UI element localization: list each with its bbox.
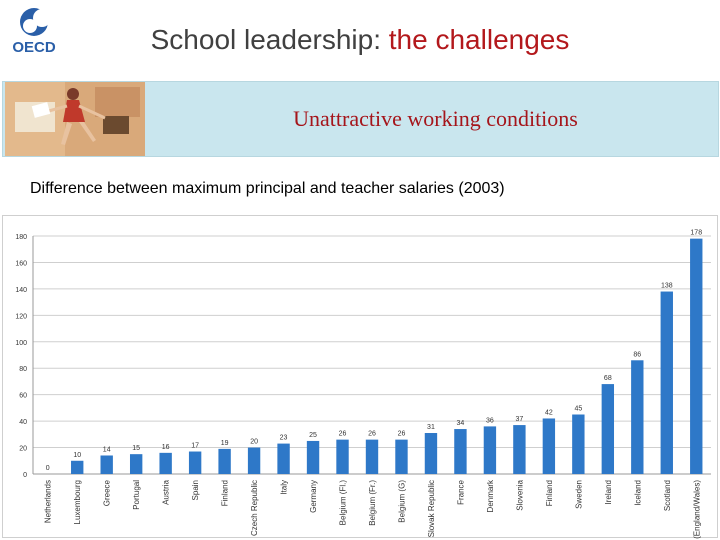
data-label: 15 — [132, 445, 140, 452]
y-tick-label: 80 — [19, 366, 27, 373]
x-tick-label: Sweden — [574, 480, 583, 509]
y-tick-label: 20 — [19, 446, 27, 453]
data-label: 26 — [398, 431, 406, 438]
bar — [218, 448, 231, 474]
page-title: School leadership: the challenges — [0, 24, 720, 56]
data-label: 17 — [191, 443, 199, 450]
y-tick-label: 160 — [15, 260, 27, 267]
bar — [395, 439, 408, 474]
section-banner: Unattractive working conditions — [2, 81, 719, 157]
data-label: 178 — [690, 230, 702, 237]
data-label: 14 — [103, 446, 111, 453]
y-tick-label: 0 — [23, 472, 27, 479]
x-tick-label: Germany — [309, 480, 318, 513]
logo-text: OECD — [12, 39, 56, 56]
bar — [601, 384, 615, 474]
x-tick-label: Netherlands — [44, 480, 53, 523]
data-label: 34 — [457, 420, 465, 427]
walking-woman-illustration — [5, 82, 145, 156]
x-tick-label: Belgium (G) — [397, 480, 406, 523]
data-label: 25 — [309, 432, 317, 439]
x-tick-label: Italy — [280, 480, 289, 495]
title-part-gray: School leadership: — [150, 24, 389, 55]
y-tick-label: 100 — [15, 340, 27, 347]
bar — [424, 433, 438, 474]
x-tick-label: Finland — [221, 480, 230, 506]
chart-svg: 0 20 40 60 80 100 120 140 160 180 0 Netherlands 10 Lu… — [15, 230, 711, 539]
data-label: 37 — [515, 416, 523, 423]
x-tick-label: Spain — [191, 480, 200, 500]
x-tick-label: Czech Republic — [250, 480, 259, 536]
data-label: 26 — [368, 431, 376, 438]
oecd-logo: OECD — [4, 6, 64, 56]
data-label: 42 — [545, 409, 553, 416]
y-tick-label: 180 — [15, 234, 27, 241]
bar — [277, 443, 290, 474]
x-tick-label: Greece — [103, 479, 112, 506]
bar — [690, 238, 703, 474]
x-tick-label: UK (England/Wales) — [692, 480, 701, 539]
bar — [660, 291, 673, 474]
data-label: 86 — [633, 351, 641, 358]
bar — [631, 360, 644, 474]
y-tick-label: 140 — [15, 287, 27, 294]
x-tick-label: Portugal — [132, 480, 141, 510]
data-label: 20 — [250, 439, 258, 446]
x-tick-label: Slovak Republic — [427, 480, 436, 537]
data-label: 31 — [427, 424, 435, 431]
data-label: 36 — [486, 417, 494, 424]
bar — [188, 451, 202, 474]
data-label: 26 — [339, 431, 347, 438]
x-tick-label: Luxembourg — [73, 480, 82, 524]
bar — [454, 429, 467, 474]
bar — [572, 414, 585, 474]
y-tick-label: 60 — [19, 393, 27, 400]
banner-heading: Unattractive working conditions — [293, 106, 578, 131]
bar — [247, 447, 261, 474]
x-tick-label: Scotland — [663, 480, 672, 511]
x-tick-label: France — [456, 479, 465, 504]
bar — [306, 440, 320, 474]
bar — [542, 418, 556, 474]
x-tick-label: Austria — [162, 479, 171, 504]
x-tick-label: Ireland — [604, 480, 613, 504]
data-label: 16 — [162, 444, 170, 451]
data-label: 0 — [46, 465, 50, 472]
x-tick-label: Iceland — [633, 480, 642, 506]
bar — [513, 425, 526, 474]
x-tick-label: Finland — [545, 480, 554, 506]
bar-chart: 0 20 40 60 80 100 120 140 160 180 0 Netherlands 10 Lu… — [2, 215, 718, 539]
bar — [100, 455, 113, 474]
bar — [71, 460, 84, 474]
data-label: 10 — [73, 452, 81, 459]
bar — [159, 452, 172, 474]
data-label: 23 — [280, 435, 288, 442]
x-tick-label: Belgium (Fr.) — [368, 480, 377, 526]
title-part-red: the challenges — [388, 24, 570, 55]
data-label: 19 — [221, 440, 229, 447]
x-tick-label: Slovenia — [515, 479, 524, 510]
data-label: 45 — [574, 406, 582, 413]
x-tick-label: Denmark — [486, 479, 495, 512]
bar — [365, 439, 379, 474]
bar — [483, 426, 497, 474]
data-label: 68 — [604, 375, 612, 382]
bar — [336, 439, 349, 474]
x-tick-label: Belgium (Fl.) — [339, 480, 348, 526]
bar — [129, 454, 143, 474]
y-tick-label: 40 — [19, 419, 27, 426]
chart-title: Difference between maximum principal and… — [30, 180, 505, 197]
y-tick-label: 120 — [15, 313, 27, 320]
data-label: 138 — [661, 283, 673, 290]
